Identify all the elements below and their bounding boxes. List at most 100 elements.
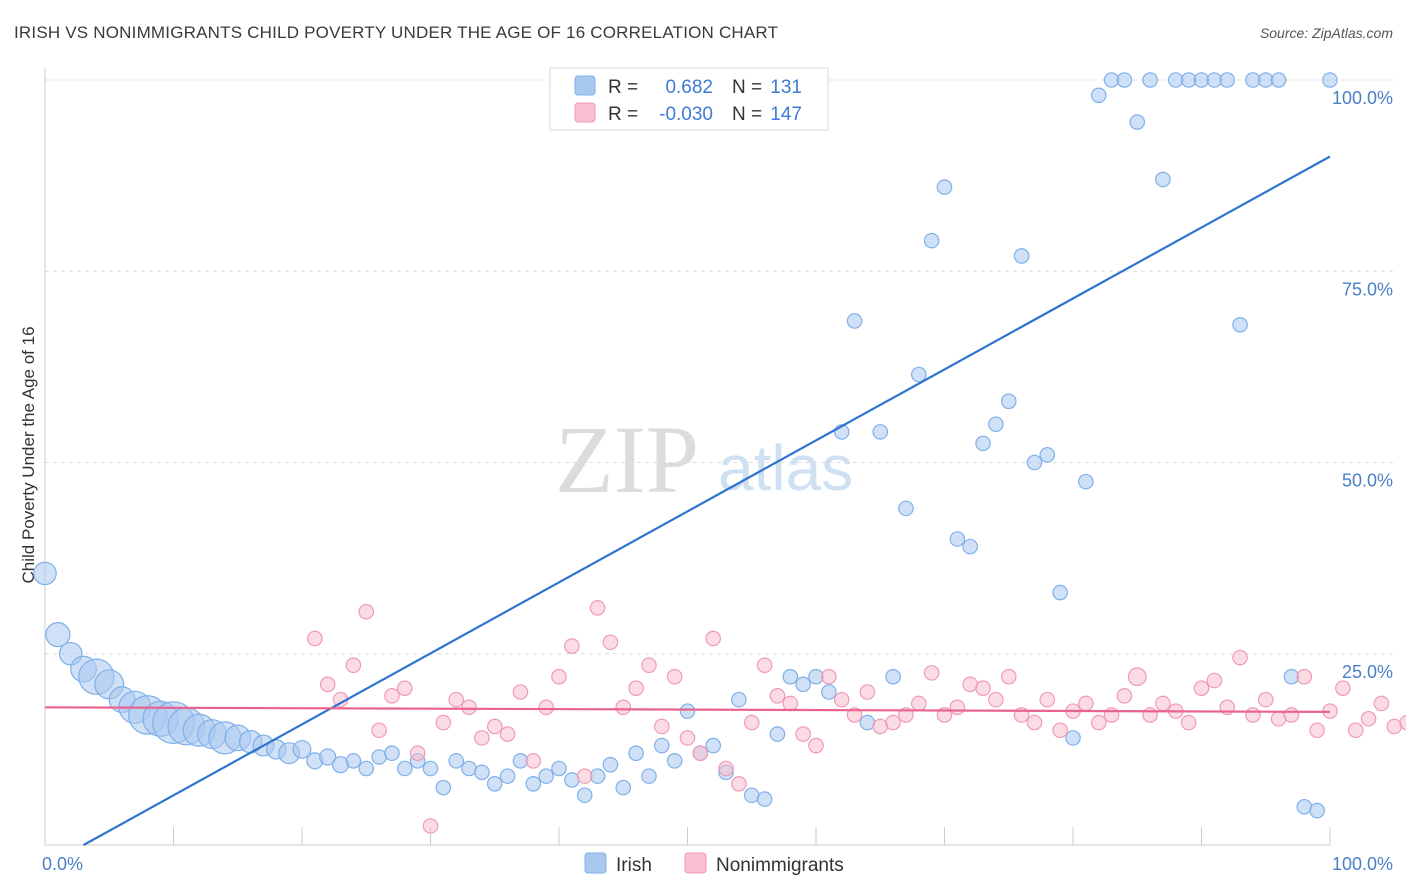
- nonimmigrants-point-70: [1206, 672, 1223, 689]
- irish-point-40: [551, 760, 567, 777]
- nonimmigrants-point-60: [1078, 695, 1094, 712]
- irish-point-93: [1232, 316, 1248, 333]
- y-tick-label-0: 25.0%: [1342, 662, 1393, 682]
- irish-point-87: [1155, 171, 1171, 188]
- watermark-zip: ZIP: [555, 406, 699, 513]
- nonimmigrants-point-18: [538, 699, 554, 716]
- nonimmigrants-point-25: [628, 680, 644, 696]
- irish-point-90: [1193, 72, 1210, 88]
- irish-point-99: [1309, 802, 1325, 819]
- nonimmigrants-point-29: [679, 730, 696, 746]
- nonimmigrants-point-36: [769, 688, 786, 704]
- irish-point-72: [962, 538, 978, 555]
- series-nonimmigrants-points: [307, 600, 1406, 834]
- axes: [44, 68, 1331, 846]
- nonimmigrants-point-8: [409, 745, 426, 761]
- nonimmigrants-point-27: [653, 718, 670, 735]
- nonimmigrants-point-81: [1347, 722, 1364, 739]
- irish-point-50: [679, 703, 696, 719]
- nonimmigrants-point-19: [551, 668, 567, 685]
- y-tick-label-3: 100.0%: [1332, 88, 1393, 108]
- nonimmigrants-series-label: Nonimmigrants: [716, 855, 844, 876]
- nonimmigrants-point-12: [461, 699, 477, 716]
- nonimmigrants-r-label: R =: [608, 104, 638, 125]
- irish-point-38: [525, 775, 542, 792]
- irish-point-41: [564, 772, 580, 788]
- irish-point-95: [1257, 72, 1274, 88]
- nonimmigrants-point-4: [358, 603, 375, 620]
- nonimmigrants-point-10: [435, 714, 452, 731]
- y-tick-label-2: 75.0%: [1342, 279, 1393, 299]
- nonimmigrants-point-40: [821, 668, 837, 685]
- irish-point-61: [821, 684, 837, 700]
- y-axis-label: Child Poverty Under the Age of 16: [19, 326, 38, 583]
- nonimmigrants-point-3: [345, 657, 362, 674]
- irish-point-71: [949, 531, 966, 547]
- nonimmigrants-trend-line: [44, 706, 1331, 713]
- irish-point-58: [782, 668, 799, 685]
- irish-point-85: [1129, 114, 1146, 130]
- nonimmigrants-point-45: [885, 714, 901, 731]
- irish-point-82: [1090, 87, 1107, 104]
- irish-point-68: [910, 366, 927, 383]
- y-tick-labels: 25.0% 50.0% 75.0% 100.0%: [1332, 88, 1393, 682]
- nonimmigrants-r-value: -0.030: [659, 104, 713, 125]
- nonimmigrants-point-15: [499, 726, 516, 742]
- irish-point-52: [705, 737, 721, 754]
- irish-point-60: [808, 668, 824, 685]
- x-tick-label-0: 0.0%: [42, 854, 83, 874]
- nonimmigrants-point-23: [602, 634, 619, 651]
- nonimmigrants-legend-swatch: [574, 102, 596, 123]
- irish-point-97: [1283, 668, 1300, 685]
- irish-point-83: [1103, 72, 1120, 88]
- stats-legend-box: [549, 67, 829, 131]
- nonimmigrants-point-69: [1193, 680, 1210, 696]
- nonimmigrants-point-44: [872, 718, 889, 735]
- nonimmigrants-point-34: [743, 714, 760, 731]
- y-tick-label-1: 50.0%: [1342, 471, 1393, 491]
- irish-point-26: [371, 749, 387, 765]
- nonimmigrants-point-39: [808, 737, 824, 754]
- nonimmigrants-point-38: [795, 726, 811, 742]
- nonimmigrants-point-52: [975, 680, 991, 696]
- irish-point-56: [756, 791, 773, 807]
- irish-point-0: [33, 561, 57, 586]
- chart-source: Source: ZipAtlas.com: [1260, 25, 1393, 41]
- irish-point-45: [615, 779, 632, 796]
- x-tick-labels: 0.0% 100.0%: [42, 854, 1393, 874]
- irish-legend-swatch: [574, 75, 596, 96]
- nonimmigrants-point-11: [448, 691, 464, 708]
- nonimmigrants-point-57: [1039, 691, 1056, 708]
- nonimmigrants-point-64: [1127, 667, 1147, 687]
- nonimmigrants-point-32: [718, 760, 734, 777]
- nonimmigrants-point-72: [1232, 649, 1248, 666]
- nonimmigrants-point-82: [1360, 710, 1377, 727]
- nonimmigrants-point-26: [641, 657, 657, 674]
- irish-point-44: [602, 756, 619, 773]
- irish-point-30: [422, 760, 439, 777]
- nonimmigrants-point-76: [1283, 707, 1300, 723]
- nonimmigrants-point-80: [1335, 680, 1351, 696]
- nonimmigrants-series-swatch: [684, 852, 707, 874]
- nonimmigrants-point-74: [1257, 691, 1274, 708]
- irish-point-77: [1026, 454, 1043, 471]
- irish-point-22: [319, 748, 337, 766]
- irish-point-47: [641, 768, 657, 784]
- irish-point-74: [988, 416, 1004, 433]
- irish-r-value: 0.682: [665, 77, 713, 98]
- nonimmigrants-point-9: [422, 818, 439, 834]
- irish-point-66: [885, 668, 901, 685]
- irish-point-27: [384, 745, 400, 761]
- nonimmigrants-point-54: [1000, 668, 1017, 685]
- nonimmigrants-point-50: [949, 699, 966, 716]
- irish-point-39: [538, 768, 554, 784]
- irish-point-84: [1116, 72, 1133, 88]
- irish-point-76: [1013, 248, 1030, 264]
- nonimmigrants-point-77: [1296, 668, 1313, 685]
- irish-point-57: [769, 726, 786, 742]
- irish-point-36: [499, 768, 516, 784]
- nonimmigrants-point-20: [564, 638, 580, 654]
- irish-point-35: [486, 775, 503, 792]
- irish-point-25: [358, 760, 375, 777]
